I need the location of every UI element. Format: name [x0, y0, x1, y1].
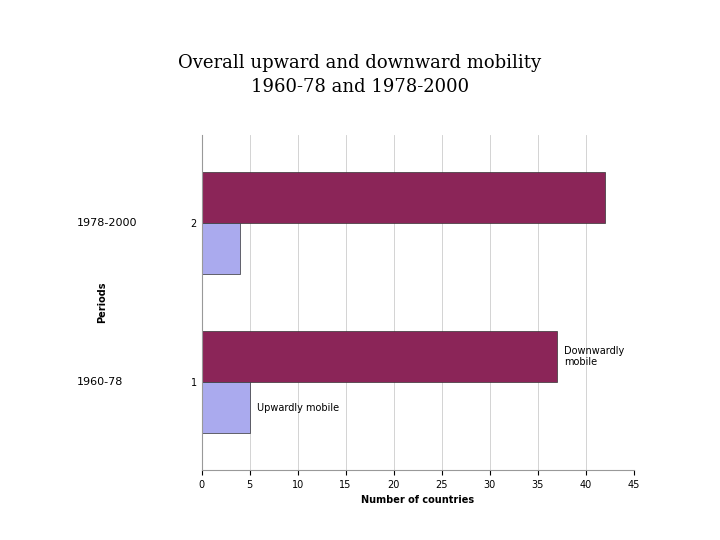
- Text: Downwardly
mobile: Downwardly mobile: [564, 346, 625, 367]
- Y-axis label: Periods: Periods: [97, 282, 107, 323]
- Bar: [202, 172, 605, 222]
- Bar: [202, 331, 557, 382]
- Text: 1960-78: 1960-78: [76, 377, 123, 387]
- Text: Overall upward and downward mobility
1960-78 and 1978-2000: Overall upward and downward mobility 196…: [179, 54, 541, 96]
- Text: 1978-2000: 1978-2000: [76, 218, 137, 228]
- Bar: [202, 222, 240, 274]
- X-axis label: Number of countries: Number of countries: [361, 495, 474, 505]
- Text: Upwardly mobile: Upwardly mobile: [257, 403, 339, 413]
- Bar: [202, 382, 250, 433]
